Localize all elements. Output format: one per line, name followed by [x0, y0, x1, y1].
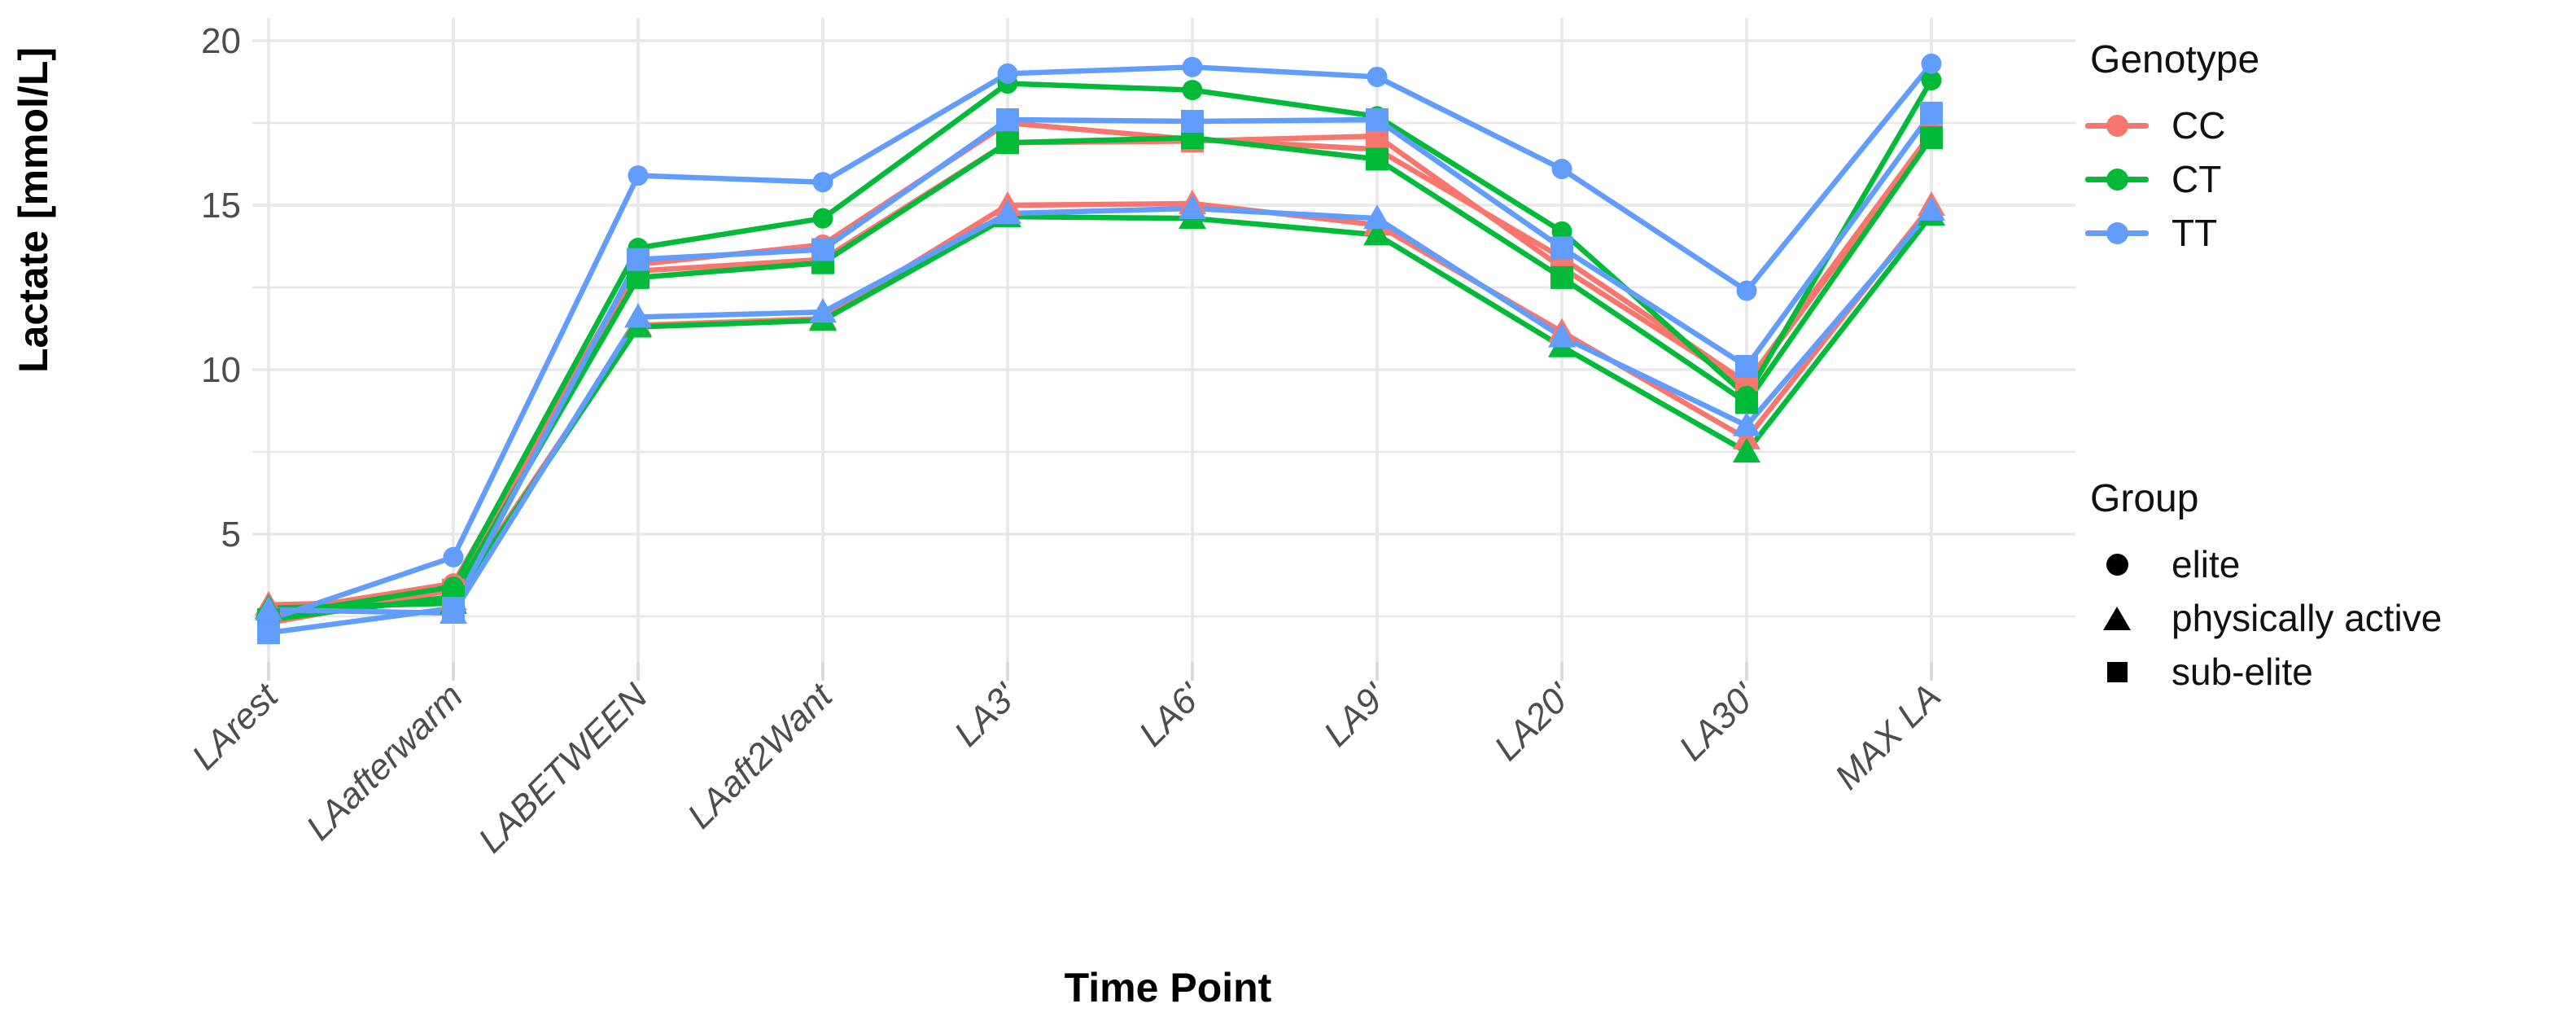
point-triangle — [624, 303, 652, 328]
point-circle — [1367, 66, 1388, 87]
point-square — [1735, 354, 1758, 378]
point-triangle — [1548, 322, 1576, 348]
x-axis-title: Time Point — [1065, 965, 1272, 1010]
point-triangle — [1733, 438, 1760, 462]
point-circle — [1182, 80, 1203, 101]
point-circle — [1921, 53, 1942, 74]
y-tick-label-10: 10 — [201, 350, 241, 390]
gridlines — [252, 18, 2075, 662]
legend-label-physically-active: physically active — [2171, 597, 2443, 639]
point-circle — [443, 546, 464, 568]
point-square — [811, 238, 834, 261]
series-line-TT-elite — [267, 62, 1934, 623]
point-triangle — [1179, 195, 1206, 220]
legend-item-physically-active: physically active — [2085, 591, 2574, 645]
point-triangle — [1363, 204, 1391, 230]
axis-ticks — [267, 662, 1933, 681]
y-axis-title: Lactate [mmol/L] — [11, 47, 56, 373]
series-line-TT-sub-elite — [268, 111, 1934, 636]
series-points-CC-sub-elite — [257, 125, 1943, 635]
legend-label-ct: CT — [2171, 158, 2222, 200]
y-tick-label-5: 5 — [221, 515, 241, 554]
point-square — [996, 131, 1019, 155]
legend-item-ct: CT — [2085, 152, 2574, 206]
y-tick-label-20: 20 — [201, 21, 241, 61]
series-line-CT-physically-active — [268, 213, 1934, 611]
point-square — [1366, 147, 1389, 171]
legend-group-title: Group — [2090, 477, 2199, 520]
elite-circle-icon — [2085, 553, 2149, 576]
legend-item-elite: elite — [2085, 537, 2574, 591]
series-line-CC-physically-active — [268, 200, 1934, 608]
point-triangle — [1363, 221, 1391, 246]
series-points-TT-sub-elite — [257, 101, 1943, 645]
legend-label-elite: elite — [2171, 543, 2241, 585]
point-triangle — [1918, 196, 1945, 221]
ct-line-point-icon — [2085, 163, 2149, 195]
legend-genotype-title: Genotype — [2090, 38, 2260, 81]
series-lines — [267, 62, 1934, 636]
point-square — [996, 107, 1019, 131]
point-circle — [997, 63, 1018, 84]
point-circle — [1551, 159, 1572, 180]
legend-item-sub-elite: sub-elite — [2085, 645, 2574, 699]
point-square — [1920, 101, 1943, 125]
x-tick-label-8: LA30' — [1672, 675, 1765, 768]
series-line-CT-elite — [268, 78, 1934, 620]
point-triangle — [1733, 424, 1760, 449]
point-circle — [812, 172, 833, 193]
x-tick-label-7: LA20' — [1487, 675, 1580, 768]
point-circle — [1736, 280, 1757, 301]
series-line-TT-physically-active — [268, 205, 1934, 616]
legend-label-sub-elite: sub-elite — [2171, 651, 2313, 693]
point-square — [1550, 265, 1573, 289]
point-triangle — [994, 199, 1021, 225]
point-square — [1366, 107, 1389, 131]
x-tick-label-4: LA3' — [947, 675, 1026, 754]
point-circle — [628, 165, 649, 186]
tt-line-point-icon — [2085, 217, 2149, 249]
legend-item-tt: TT — [2085, 206, 2574, 260]
point-triangle — [255, 595, 282, 620]
point-square — [442, 596, 465, 620]
point-circle — [812, 208, 833, 229]
physically-active-triangle-icon — [2085, 606, 2149, 630]
point-square — [257, 621, 280, 645]
y-tick-label-15: 15 — [201, 186, 241, 226]
legend-label-tt: TT — [2171, 212, 2218, 254]
x-tick-label-2: LABETWEEN — [471, 676, 656, 861]
series-points-CC-elite — [258, 112, 1942, 624]
x-tick-label-0: LArest — [184, 675, 286, 778]
point-square — [627, 248, 649, 271]
legend-item-cc: CC — [2085, 99, 2574, 152]
point-square — [1735, 391, 1758, 414]
point-circle — [1921, 69, 1942, 90]
x-tick-label-9: MAX LA — [1827, 676, 1948, 797]
x-tick-label-5: LA6' — [1131, 675, 1210, 754]
point-square — [1550, 236, 1573, 260]
sub-elite-square-icon — [2085, 661, 2149, 682]
point-triangle — [809, 298, 837, 323]
legend-label-cc: CC — [2171, 104, 2226, 147]
point-square — [1920, 126, 1943, 150]
axis-labels: 5 10 15 20 LArest LAafterwarm LABETWEEN LAaft2W… — [184, 21, 1948, 861]
legend: Genotype CC CT TT Group elite physically… — [2085, 29, 2574, 699]
x-tick-label-1: LAafterwarm — [299, 676, 470, 848]
x-tick-label-3: LAaft2Want — [680, 675, 841, 836]
series-points-TT-elite — [258, 53, 1942, 630]
cc-line-point-icon — [2085, 109, 2149, 142]
x-tick-label-6: LA9' — [1316, 675, 1395, 754]
point-square — [1181, 109, 1204, 133]
point-triangle — [1733, 411, 1760, 436]
series-line-CC-elite — [268, 120, 1934, 616]
point-circle — [1182, 56, 1203, 77]
series-points — [255, 53, 1945, 645]
